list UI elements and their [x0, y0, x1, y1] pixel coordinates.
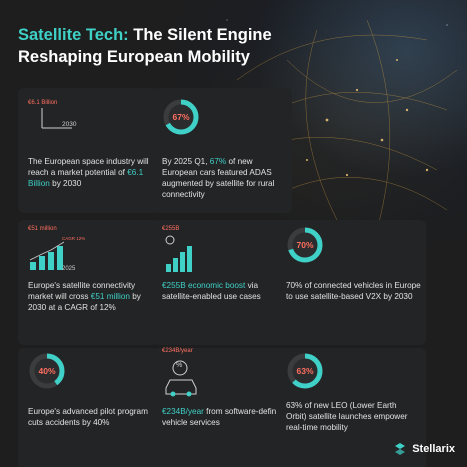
- donut-percent-label: 70%: [296, 240, 314, 250]
- stat-card-connectivity-market: €51 million CAGR 12% 2025 Europe's satel…: [18, 220, 158, 345]
- percent-symbol: %: [176, 362, 183, 369]
- card-description: By 2025 Q1, 67% of new European cars fea…: [162, 157, 275, 199]
- donut-percent-label: 63%: [296, 366, 314, 376]
- stellarix-logo-icon: [395, 443, 406, 455]
- bar-chart-icon: [29, 241, 65, 270]
- card-description: 63% of new LEO (Lower Earth Orbit) satel…: [286, 401, 408, 432]
- value-tag: €6.1 Billion: [28, 100, 58, 106]
- value-tag: €255B: [162, 226, 180, 232]
- brand-name: Stellarix: [412, 443, 455, 455]
- card-description: Europe's satellite connectivity market w…: [28, 281, 141, 312]
- car-percent-icon: [165, 360, 197, 397]
- year-label: 2030: [62, 121, 77, 128]
- stat-card-software-services: €234B/year % €234B/year from software-de…: [152, 348, 292, 467]
- value-tag: €234B/year: [162, 348, 193, 354]
- stat-card-economic-boost: €255B €255B economic boost via satellite…: [152, 220, 292, 345]
- donut-percent-label: 40%: [38, 366, 56, 376]
- stat-card-market-potential: €6.1 Billion 2030 The European space ind…: [18, 88, 158, 213]
- percent-donut: [163, 99, 199, 135]
- brand-logo: Stellarix: [392, 441, 455, 457]
- year-label: 2025: [62, 266, 76, 272]
- card-description: Europe's advanced pilot program cuts acc…: [28, 407, 148, 427]
- stat-card-v2x: 70% 70% of connected vehicles in Europe …: [276, 220, 426, 345]
- growth-axis-icon: [41, 108, 72, 129]
- value-tag: €51 million: [28, 226, 57, 232]
- stat-card-adas: 67% By 2025 Q1, 67% of new European cars…: [152, 88, 292, 213]
- percent-donut: [287, 227, 323, 263]
- stat-card-accident-reduction: 40% Europe's advanced pilot program cuts…: [18, 348, 158, 467]
- card-description: €234B/year from software-defined vehicle…: [162, 407, 286, 427]
- page-title: Satellite Tech: The Silent Engine Reshap…: [18, 26, 272, 66]
- card-description: €255B economic boost via satellite-enabl…: [162, 281, 261, 301]
- cagr-tag: CAGR 12%: [62, 236, 86, 241]
- percent-donut: [29, 353, 65, 389]
- card-description: The European space industry will reach a…: [28, 157, 149, 188]
- percent-donut: [287, 353, 323, 389]
- donut-percent-label: 67%: [172, 112, 190, 122]
- signal-bars-icon: [165, 235, 192, 272]
- card-description: 70% of connected vehicles in Europe to u…: [286, 281, 421, 301]
